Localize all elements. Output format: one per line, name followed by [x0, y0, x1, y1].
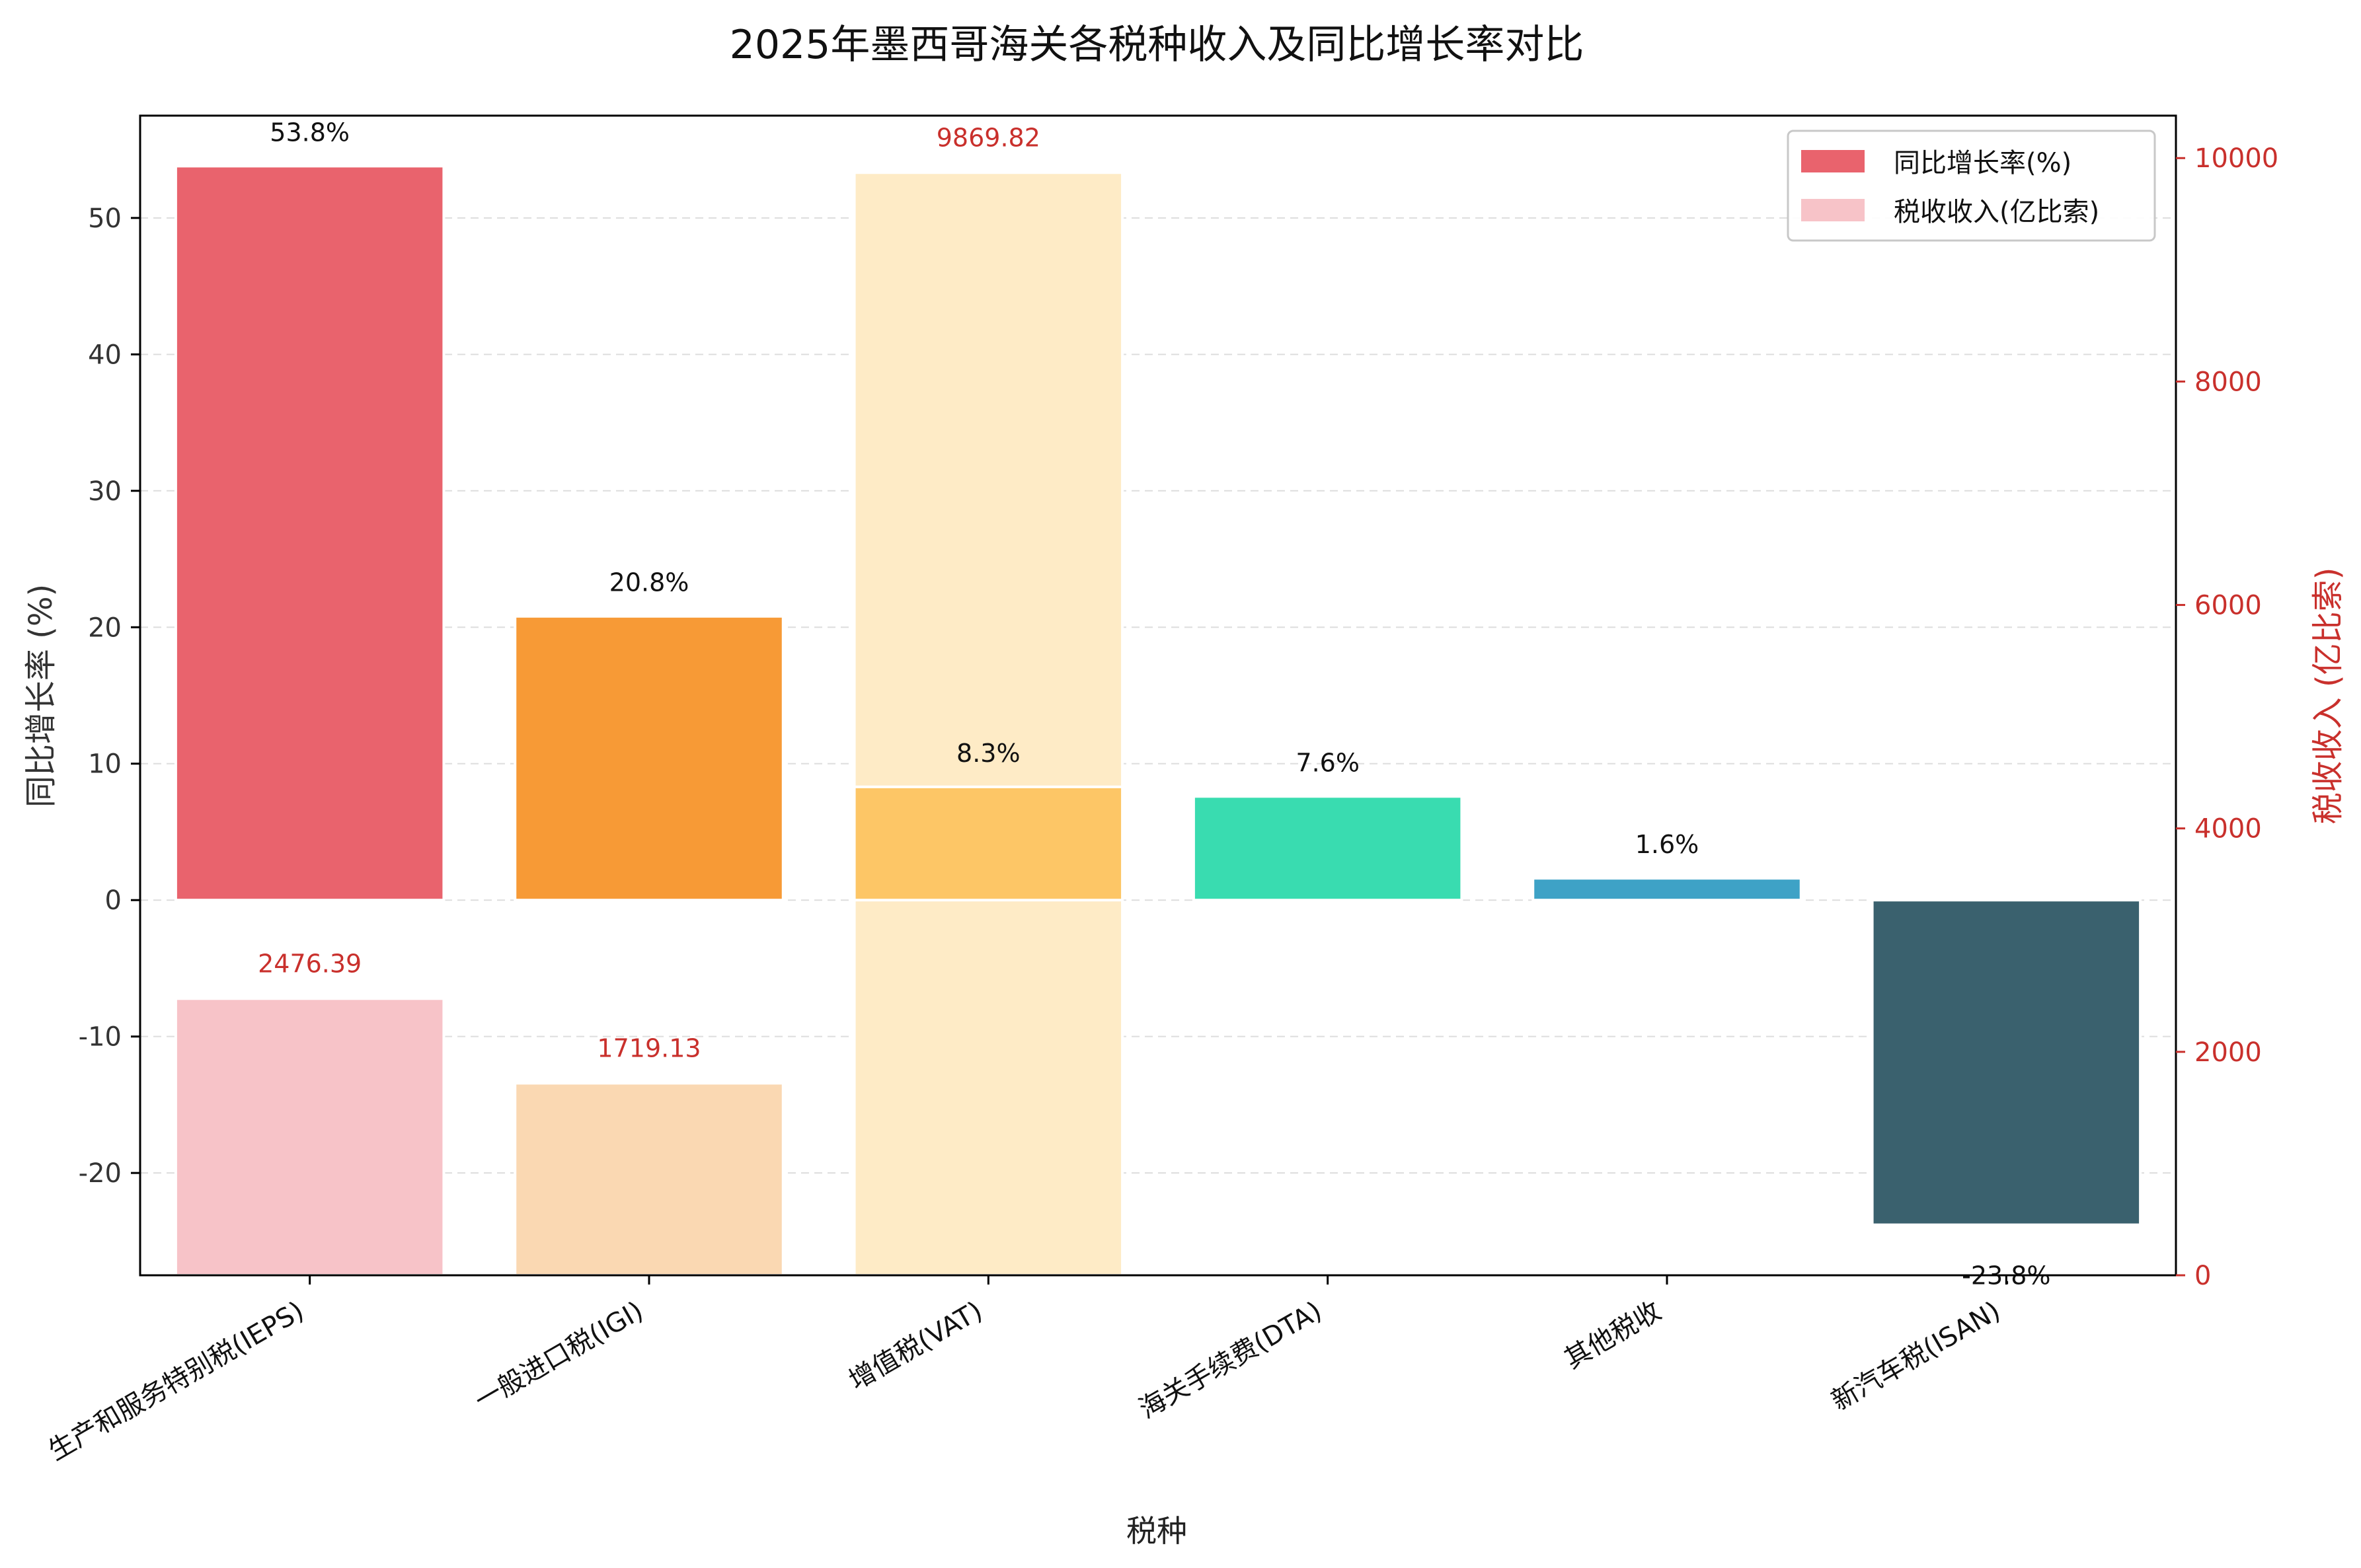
- growth-bar-0: [174, 165, 445, 902]
- y-left-tick-label: 0: [105, 885, 122, 916]
- growth-bars: [174, 165, 2142, 1226]
- legend-box: [1787, 130, 2156, 242]
- y-left-tick-label: -10: [79, 1022, 122, 1053]
- x-axis-label: 税种: [1126, 1513, 1187, 1549]
- chart-title: 2025年墨西哥海关各税种收入及同比增长率对比: [730, 22, 1584, 68]
- legend-label-growth: 同比增长率(%): [1894, 148, 2071, 178]
- y-left-tick-label: 40: [88, 340, 122, 370]
- legend-swatch-growth: [1801, 150, 1865, 172]
- growth-label-3: 7.6%: [1296, 748, 1360, 777]
- plot-frame: [139, 114, 2177, 1277]
- y-right-tick-label: 10000: [2194, 143, 2278, 174]
- y-right-tick-label: 4000: [2194, 814, 2262, 844]
- legend-swatch-revenue: [1801, 199, 1865, 221]
- growth-label-2: 8.3%: [956, 739, 1021, 768]
- y-left-tick-label: 10: [88, 749, 122, 780]
- growth-bar-2: [853, 785, 1124, 902]
- y-axis-left-label: 同比增长率 (%): [22, 584, 59, 807]
- revenue-label-0: 2476.39: [258, 949, 362, 978]
- gridlines: [140, 217, 2176, 1174]
- growth-bar-5: [1871, 899, 2142, 1226]
- y-left-tick-label: 30: [88, 476, 122, 507]
- revenue-bar-2: [853, 171, 1124, 1277]
- revenue-bar-1: [514, 1082, 785, 1277]
- growth-bar-1: [514, 615, 785, 902]
- growth-bar-3: [1192, 795, 1463, 902]
- y-left-tick-label: 50: [88, 204, 122, 234]
- y-right-tick-label: 0: [2194, 1261, 2211, 1291]
- y-right-tick-label: 6000: [2194, 591, 2262, 621]
- legend-label-revenue: 税收收入(亿比索): [1894, 197, 2099, 227]
- legend: 同比增长率(%) 税收收入(亿比索): [1787, 130, 2156, 242]
- y-right-tick-label: 2000: [2194, 1037, 2262, 1068]
- y-left-tick-label: -20: [79, 1158, 122, 1189]
- growth-label-4: 1.6%: [1635, 830, 1699, 859]
- revenue-bar-0: [174, 997, 445, 1277]
- growth-bar-4: [1531, 877, 1802, 902]
- y-left-tick-label: 20: [88, 613, 122, 643]
- revenue-label-1: 1719.13: [597, 1033, 701, 1063]
- growth-label-1: 20.8%: [609, 568, 689, 597]
- revenue-label-2: 9869.82: [937, 123, 1040, 152]
- y-right-tick-label: 8000: [2194, 367, 2262, 397]
- growth-label-0: 53.8%: [270, 118, 350, 147]
- y-axis-right-label: 税收收入 (亿比索): [2309, 568, 2346, 825]
